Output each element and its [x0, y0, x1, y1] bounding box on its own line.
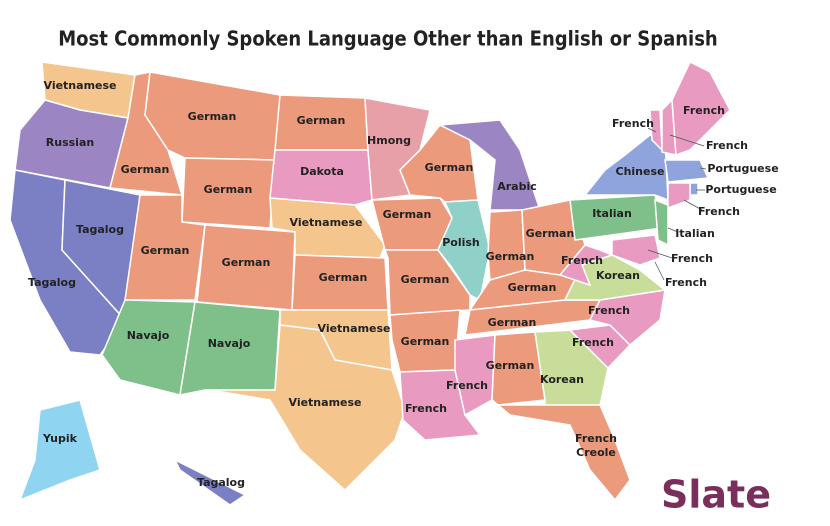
state-shape	[611, 234, 661, 266]
state-label: French	[706, 139, 748, 152]
state-label: Polish	[442, 236, 480, 249]
state-label: German	[297, 114, 346, 127]
state-label: Portuguese	[707, 162, 778, 175]
state-label: German	[319, 271, 368, 284]
state-label: Hmong	[367, 134, 411, 147]
state-label: French	[575, 432, 617, 445]
state-label: German	[383, 208, 432, 221]
state-label: Navajo	[127, 329, 170, 342]
state-label: Vietnamese	[318, 322, 391, 335]
state-shape	[173, 458, 247, 506]
state-shape	[689, 182, 699, 196]
state-label: Dakota	[300, 165, 344, 178]
state-shape	[495, 404, 631, 502]
state-label: Chinese	[616, 165, 665, 178]
state-shape	[204, 324, 406, 492]
leader-line	[683, 199, 703, 211]
state-shape	[181, 157, 276, 229]
state-label: Vietnamese	[290, 216, 363, 229]
state-label: German	[508, 281, 557, 294]
state-label: Creole	[576, 446, 616, 459]
state-label: German	[401, 335, 450, 348]
state-label: French	[671, 252, 713, 265]
leader-line	[669, 134, 705, 147]
state-label: Vietnamese	[44, 79, 117, 92]
state-label: German	[222, 256, 271, 269]
state-label: French	[683, 104, 725, 117]
state-label: German	[141, 244, 190, 257]
state-label: French	[698, 205, 740, 218]
state-label: German	[188, 110, 237, 123]
state-label: German	[526, 227, 575, 240]
state-shape	[437, 199, 491, 302]
state-label: French	[612, 117, 654, 130]
leader-line	[647, 249, 673, 259]
state-label: Tagalog	[28, 276, 76, 289]
state-shape	[371, 197, 453, 251]
state-label: German	[121, 163, 170, 176]
state-label: French	[665, 276, 707, 289]
labels: Vietnamese Russian German German German Germa…	[28, 79, 779, 489]
state-shape	[667, 182, 691, 210]
state-shape	[269, 149, 373, 206]
state-shape	[18, 399, 101, 502]
state-shape	[654, 198, 669, 247]
leader-line	[654, 261, 665, 281]
state-label: Portuguese	[705, 183, 776, 196]
logo: Slate	[661, 473, 771, 517]
state-label: French	[561, 254, 603, 267]
state-label: German	[401, 273, 450, 286]
state-label: French	[405, 402, 447, 415]
state-label: German	[486, 359, 535, 372]
state-label: French	[446, 379, 488, 392]
leader-line	[667, 227, 679, 233]
state-label: Italian	[592, 207, 632, 220]
leader-line	[647, 127, 657, 133]
state-label: Italian	[675, 227, 715, 240]
state-label: Yupik	[42, 432, 78, 445]
state-label: Korean	[596, 269, 640, 282]
state-label: Tagalog	[76, 223, 124, 236]
state-label: Korean	[540, 373, 584, 386]
state-label: Russian	[46, 136, 94, 149]
state-shape	[101, 299, 196, 396]
state-label: German	[488, 316, 537, 329]
state-label: Arabic	[497, 180, 537, 193]
state-label: German	[204, 183, 253, 196]
map-title: Most Commonly Spoken Language Other than…	[58, 27, 718, 51]
state-label: Navajo	[208, 337, 251, 350]
state-shape	[454, 334, 496, 417]
state-label: French	[572, 336, 614, 349]
states	[9, 60, 731, 506]
state-shape	[664, 159, 710, 183]
state-label: French	[588, 304, 630, 317]
state-label: German	[486, 250, 535, 263]
state-label: Vietnamese	[289, 396, 362, 409]
state-shape	[671, 60, 731, 157]
state-label: Tagalog	[197, 476, 245, 489]
state-label: German	[425, 161, 474, 174]
state-shape	[487, 209, 526, 281]
leader-line	[699, 167, 707, 170]
state-shape	[491, 331, 546, 406]
